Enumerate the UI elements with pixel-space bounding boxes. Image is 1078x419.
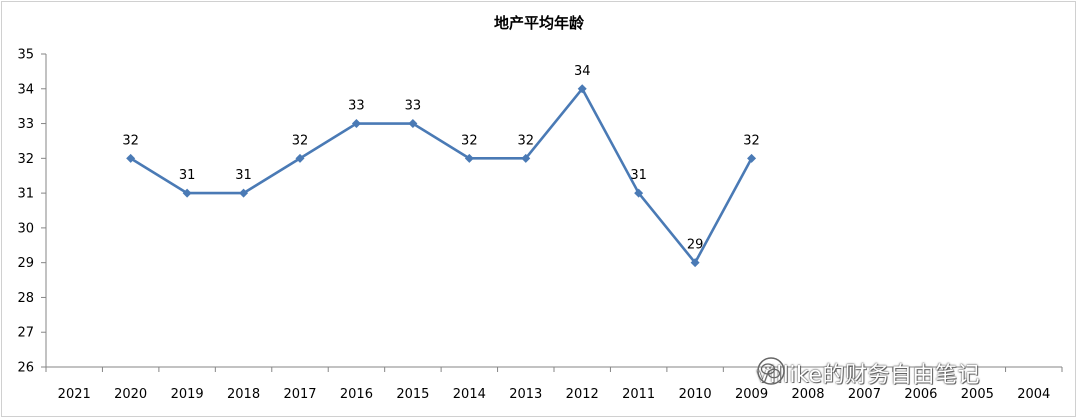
data-label: 32 [743,133,760,148]
x-tick-label: 2019 [171,387,204,402]
wechat-icon [757,357,785,385]
y-tick-label: 26 [17,361,34,376]
watermark-text: villike的财务自由笔记 [756,363,980,388]
x-tick-label: 2012 [566,387,599,402]
data-point-marker [295,153,305,163]
data-point-marker [747,153,757,163]
data-point-marker [521,153,531,163]
y-tick-label: 35 [17,48,34,63]
x-tick-label: 2010 [679,387,712,402]
chart-title: 地产平均年龄 [493,14,584,32]
data-label: 34 [574,64,591,79]
x-tick-label: 2020 [114,387,147,402]
data-point-marker [408,119,418,129]
y-tick-label: 33 [17,117,34,132]
y-tick-label: 28 [17,291,34,306]
x-tick-label: 2021 [58,387,91,402]
x-tick-label: 2017 [283,387,316,402]
y-tick-label: 32 [17,152,34,167]
x-tick-label: 2004 [1017,387,1050,402]
data-label: 29 [687,238,704,253]
x-tick-label: 2006 [904,387,937,402]
y-tick-label: 29 [17,256,34,271]
data-point-marker [351,119,361,129]
x-tick-label: 2011 [622,387,655,402]
y-tick-label: 27 [17,326,34,341]
x-tick-label: 2018 [227,387,260,402]
y-tick-label: 30 [17,221,34,236]
data-point-marker [126,153,136,163]
x-tick-label: 2008 [791,387,824,402]
x-tick-label: 2009 [735,387,768,402]
data-point-marker [464,153,474,163]
data-label: 32 [292,133,309,148]
watermark: villike的财务自由笔记 [756,356,980,390]
data-point-marker [182,188,192,198]
data-point-marker [634,188,644,198]
data-point-marker [577,84,587,94]
data-label: 31 [179,168,196,183]
data-label: 31 [630,168,647,183]
data-label: 32 [461,133,478,148]
series-line [129,87,753,264]
data-label: 31 [235,168,252,183]
x-tick-label: 2013 [509,387,542,402]
data-point-marker [690,258,700,268]
y-tick-label: 31 [17,187,34,202]
x-tick-label: 2015 [396,387,429,402]
data-label: 32 [518,133,535,148]
x-tick-label: 2014 [453,387,486,402]
data-point-marker [239,188,249,198]
x-tick-label: 2007 [848,387,881,402]
y-tick-label: 34 [17,82,34,97]
data-label: 32 [122,133,139,148]
data-label: 33 [405,99,422,114]
x-tick-label: 2005 [961,387,994,402]
data-label: 33 [348,99,365,114]
x-tick-label: 2016 [340,387,373,402]
